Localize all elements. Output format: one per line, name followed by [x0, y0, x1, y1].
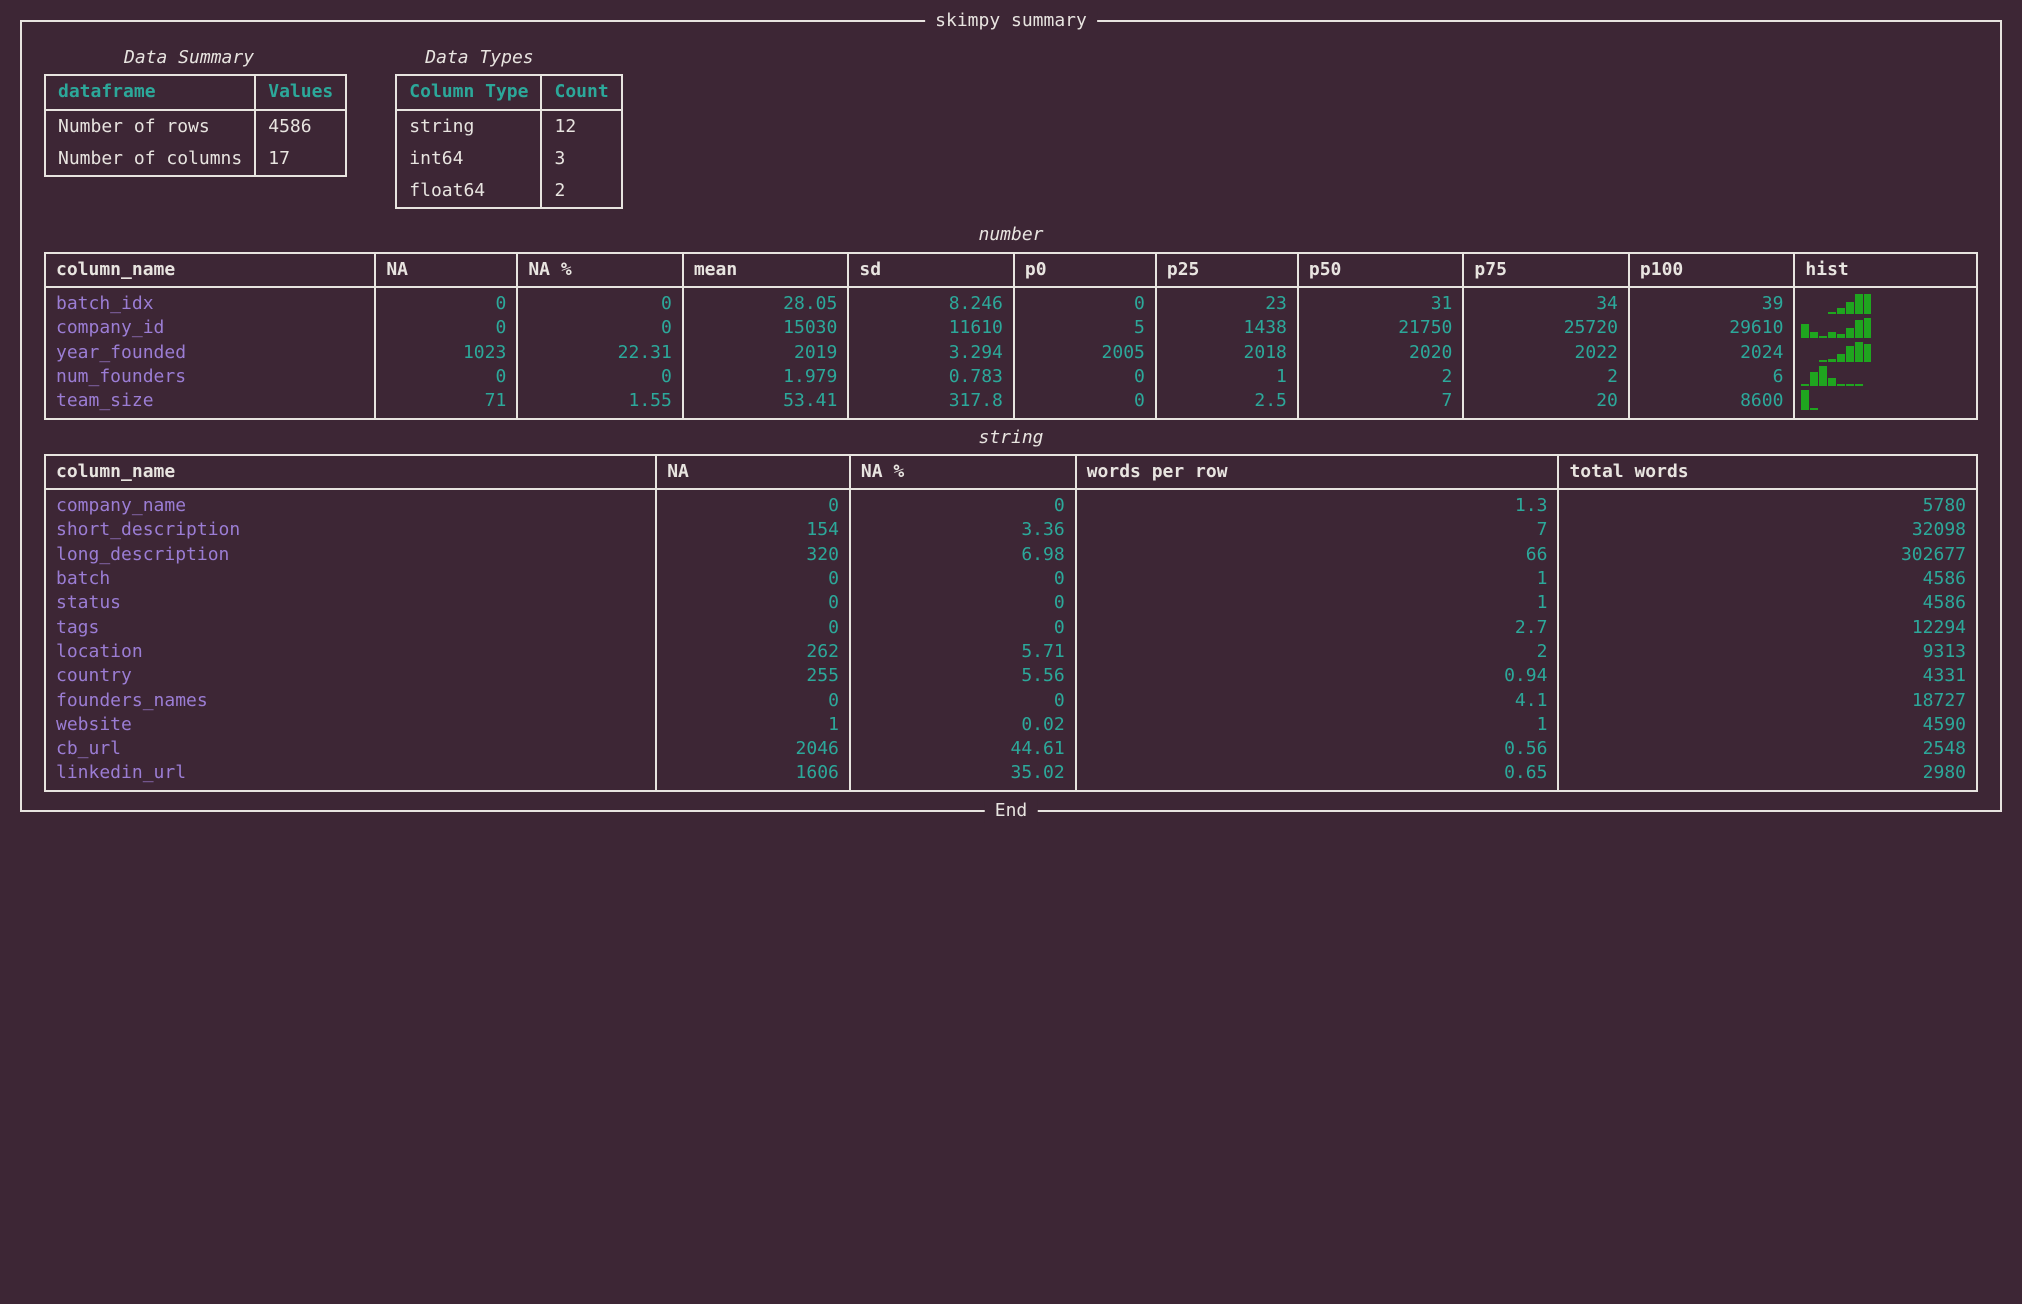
col-header: Values	[255, 75, 346, 109]
sparkline	[1801, 366, 1871, 386]
col-header: p0	[1014, 253, 1156, 287]
table-header-row: column_nameNANA %meansdp0p25p50p75p100hi…	[45, 253, 1977, 287]
col-header: Count	[541, 75, 621, 109]
table-row: float642	[396, 175, 621, 208]
table-row: int643	[396, 143, 621, 175]
column-name: batch	[56, 567, 645, 591]
column-name: status	[56, 591, 645, 615]
col-header: Column Type	[396, 75, 541, 109]
data-summary-block: Data Summary dataframe Values Number of …	[44, 46, 347, 177]
row-value: 2	[541, 175, 621, 208]
row-label: float64	[396, 175, 541, 208]
column-name: team_size	[56, 389, 364, 413]
table-header-row: Column Type Count	[396, 75, 621, 109]
numeric-cell: 231438201812.5	[1156, 287, 1298, 418]
numeric-cell: 03.366.980005.715.5600.0244.6135.02	[850, 489, 1076, 791]
row-label: Number of rows	[45, 110, 255, 143]
column-name: country	[56, 664, 645, 688]
numeric-cell: 05200500	[1014, 287, 1156, 418]
col-header: NA %	[517, 253, 683, 287]
numeric-cell: 3929610202468600	[1629, 287, 1795, 418]
data-types-table: Column Type Count string12int643float642	[395, 74, 622, 209]
string-table: column_nameNANA %words per rowtotal word…	[44, 454, 1978, 792]
numeric-cell: 8.246116103.2940.783317.8	[848, 287, 1014, 418]
row-value: 12	[541, 110, 621, 143]
numeric-cell: 28.051503020191.97953.41	[683, 287, 849, 418]
row-label: string	[396, 110, 541, 143]
table-row: string12	[396, 110, 621, 143]
column-name-cell: company_nameshort_descriptionlong_descri…	[45, 489, 656, 791]
column-name: batch_idx	[56, 292, 364, 316]
hist-cell	[1794, 287, 1977, 418]
numeric-cell: 34257202022220	[1463, 287, 1629, 418]
col-header: hist	[1794, 253, 1977, 287]
data-types-title: Data Types	[395, 46, 622, 70]
col-header: p100	[1629, 253, 1795, 287]
column-name: short_description	[56, 518, 645, 542]
col-header: sd	[848, 253, 1014, 287]
data-types-block: Data Types Column Type Count string12int…	[395, 46, 622, 209]
column-name: cb_url	[56, 737, 645, 761]
column-name: tags	[56, 616, 645, 640]
sparkline	[1801, 390, 1871, 410]
col-header: dataframe	[45, 75, 255, 109]
col-header: column_name	[45, 455, 656, 489]
sparkline	[1801, 294, 1871, 314]
col-header: words per row	[1076, 455, 1559, 489]
table-row: Number of columns17	[45, 143, 346, 176]
column-name-cell: batch_idxcompany_idyear_foundednum_found…	[45, 287, 375, 418]
row-label: Number of columns	[45, 143, 255, 176]
sparkline	[1801, 342, 1871, 362]
col-header: p75	[1463, 253, 1629, 287]
col-header: p25	[1156, 253, 1298, 287]
row-value: 3	[541, 143, 621, 175]
column-name: linkedin_url	[56, 761, 645, 785]
column-name: company_name	[56, 494, 645, 518]
table-header-row: column_nameNANA %words per rowtotal word…	[45, 455, 1977, 489]
col-header: p50	[1298, 253, 1464, 287]
panel-title: skimpy summary	[925, 9, 1097, 33]
numeric-cell: 1.3766112.720.944.110.560.65	[1076, 489, 1559, 791]
data-summary-table: dataframe Values Number of rows4586Numbe…	[44, 74, 347, 177]
table-body-row: company_nameshort_descriptionlong_descri…	[45, 489, 1977, 791]
col-header: NA	[656, 455, 850, 489]
numeric-cell: 01543200002622550120461606	[656, 489, 850, 791]
column-name: num_founders	[56, 365, 364, 389]
sparkline	[1801, 318, 1871, 338]
column-name: founders_names	[56, 689, 645, 713]
row-value: 4586	[255, 110, 346, 143]
col-header: column_name	[45, 253, 375, 287]
table-body-row: batch_idxcompany_idyear_foundednum_found…	[45, 287, 1977, 418]
col-header: total words	[1558, 455, 1977, 489]
col-header: mean	[683, 253, 849, 287]
col-header: NA	[375, 253, 517, 287]
panel-end-label: End	[985, 799, 1038, 823]
number-section-title: number	[44, 223, 1978, 247]
data-summary-title: Data Summary	[44, 46, 347, 70]
numeric-cell: 001023071	[375, 287, 517, 418]
row-value: 17	[255, 143, 346, 176]
column-name: location	[56, 640, 645, 664]
numeric-cell: 0022.3101.55	[517, 287, 683, 418]
numeric-cell: 3121750202027	[1298, 287, 1464, 418]
column-name: long_description	[56, 543, 645, 567]
table-row: Number of rows4586	[45, 110, 346, 143]
row-label: int64	[396, 143, 541, 175]
skimpy-panel: skimpy summary Data Summary dataframe Va…	[20, 20, 2002, 812]
column-name: company_id	[56, 316, 364, 340]
numeric-cell: 5780320983026774586458612294931343311872…	[1558, 489, 1977, 791]
col-header: NA %	[850, 455, 1076, 489]
column-name: year_founded	[56, 341, 364, 365]
top-tables-row: Data Summary dataframe Values Number of …	[44, 46, 1978, 209]
column-name: website	[56, 713, 645, 737]
number-table: column_nameNANA %meansdp0p25p50p75p100hi…	[44, 252, 1978, 420]
string-section-title: string	[44, 426, 1978, 450]
table-header-row: dataframe Values	[45, 75, 346, 109]
